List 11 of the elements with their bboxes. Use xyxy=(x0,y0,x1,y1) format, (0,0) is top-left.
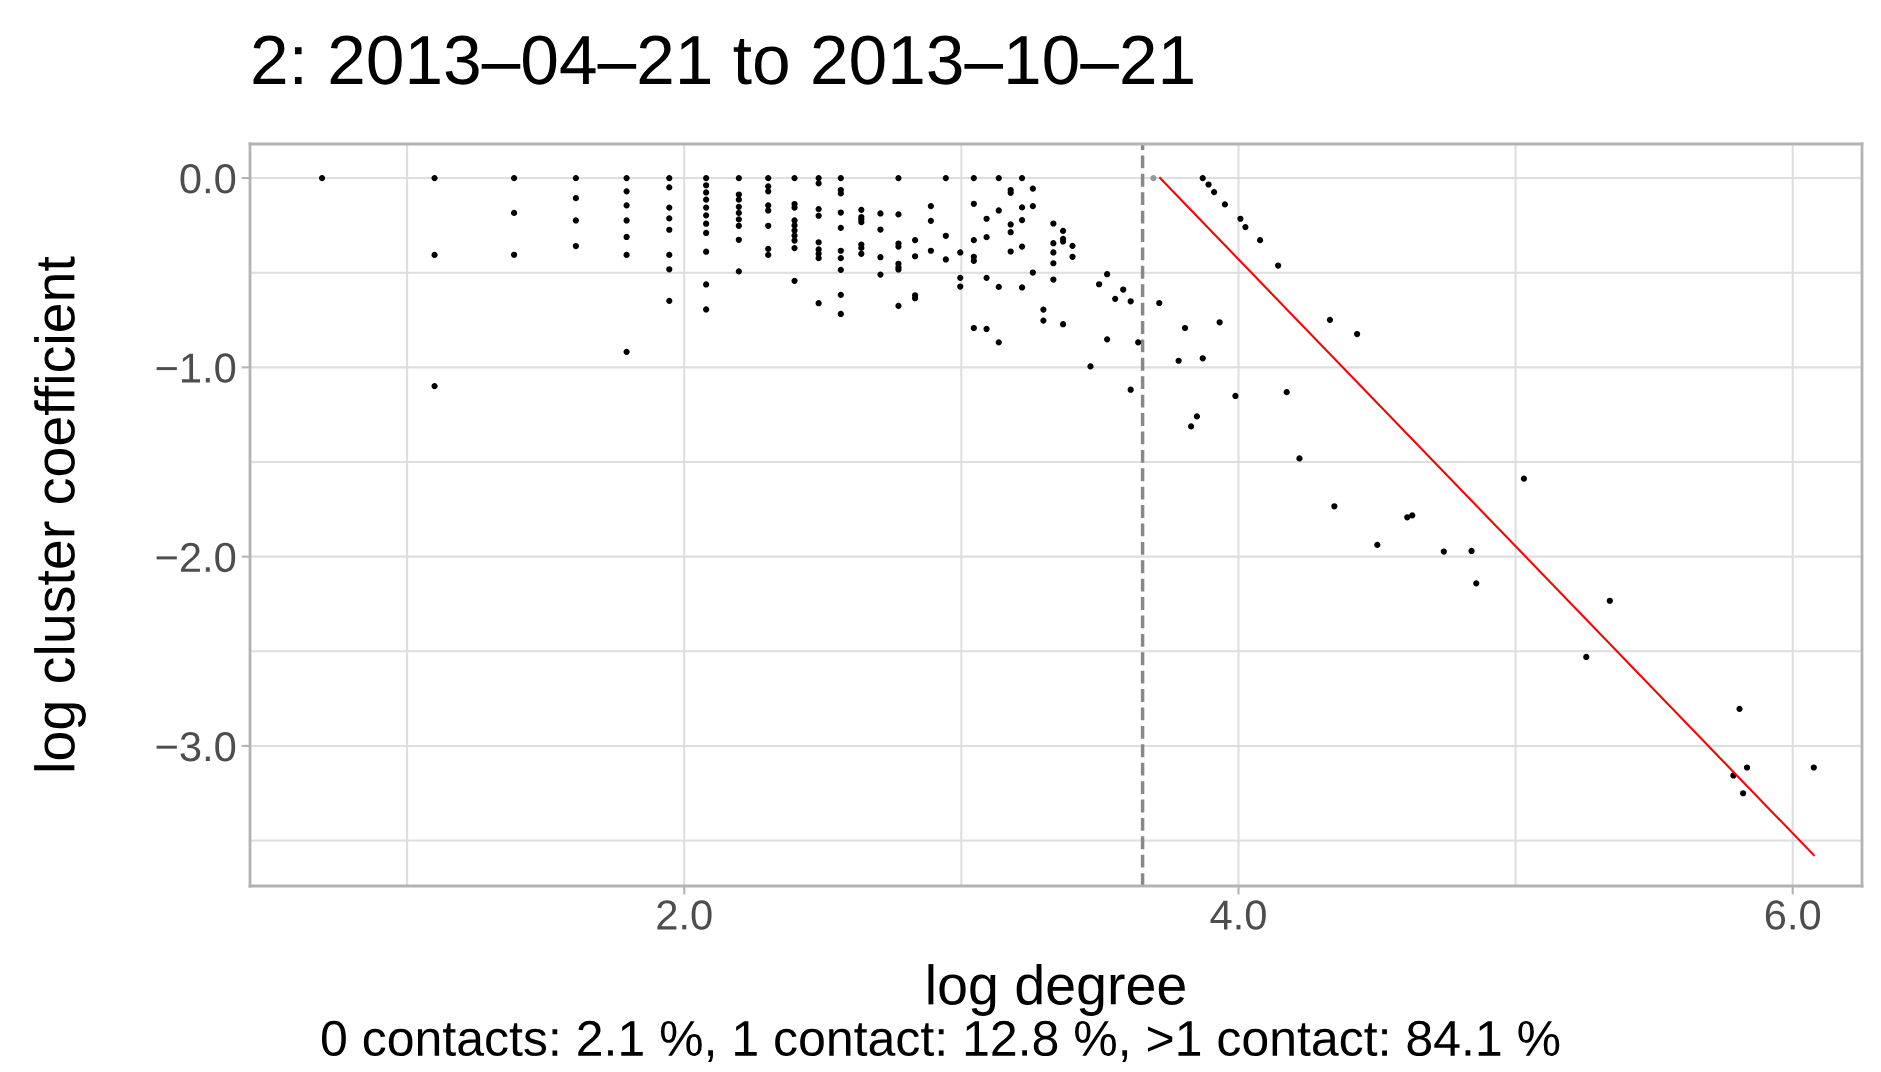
y-tick-label: −2.0 xyxy=(156,542,236,573)
y-tick-label: 0.0 xyxy=(180,164,236,194)
text: 0 contacts: 2.1 %, 1 contact: 12.8 %, >1 contact: 84.1 % xyxy=(321,1020,1560,1063)
y-axis-title: log cluster coefficient xyxy=(34,256,86,771)
x-tick-label: 4.0 xyxy=(1210,900,1266,930)
y-tick-label: −3.0 xyxy=(156,731,236,762)
y-tick-label: −1.0 xyxy=(156,353,236,383)
x-tick-label: 6.0 xyxy=(1765,900,1821,930)
x-tick-label: 2.0 xyxy=(657,900,712,930)
x-axis-title: log degree xyxy=(928,964,1185,1016)
chart-title: 2: 2013–04–21 to 2013–10–21 xyxy=(253,35,1193,85)
